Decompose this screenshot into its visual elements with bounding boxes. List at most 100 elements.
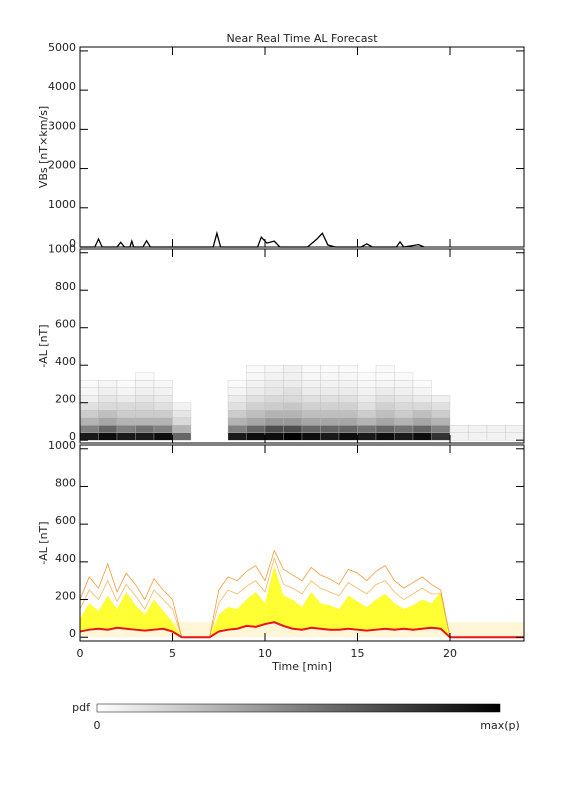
- heatmap-cell: [375, 387, 395, 396]
- heatmap-cell: [283, 432, 303, 441]
- plot-frame: [79, 444, 525, 642]
- heatmap-cell: [394, 432, 414, 441]
- y-axis-label: -AL [nT]: [37, 324, 50, 367]
- heatmap-cell: [135, 417, 155, 426]
- heatmap-cell: [301, 372, 321, 381]
- heatmap-cell: [98, 432, 118, 441]
- y-tick-label: 4000: [48, 80, 76, 93]
- heatmap-cell: [320, 425, 340, 433]
- y-tick-label: 600: [55, 514, 76, 527]
- heatmap-cell: [412, 432, 432, 441]
- heatmap-cell: [135, 380, 155, 388]
- heatmap-cell: [375, 372, 395, 381]
- heatmap-cell: [79, 402, 99, 411]
- heatmap-cell: [264, 365, 284, 373]
- y-axis-label: VBs [nT×km/s]: [37, 106, 50, 188]
- heatmap-cell: [264, 425, 284, 433]
- heatmap-cell: [79, 387, 99, 396]
- heatmap-cell: [246, 410, 266, 418]
- band: [80, 565, 524, 638]
- y-tick-label: 5000: [48, 41, 76, 54]
- heatmap-cell: [301, 402, 321, 411]
- heatmap-cell: [320, 417, 340, 426]
- chart-title: Near Real Time AL Forecast: [226, 32, 378, 45]
- heatmap-cell: [357, 410, 377, 418]
- heatmap-cell: [79, 410, 99, 418]
- x-tick-label: 20: [443, 647, 457, 660]
- heatmap-cell: [153, 417, 173, 426]
- heatmap-cell: [135, 432, 155, 441]
- heatmap-cell: [98, 395, 118, 403]
- heatmap-cell: [301, 410, 321, 418]
- heatmap-cell: [338, 402, 358, 411]
- y-axis-label: -AL [nT]: [37, 521, 50, 564]
- heatmap-cell: [135, 425, 155, 433]
- colorbar-min-label: 0: [94, 719, 101, 732]
- heatmap-cell: [338, 387, 358, 396]
- heatmap-cell: [246, 365, 266, 373]
- heatmap-cell: [283, 380, 303, 388]
- heatmap-cell: [449, 432, 469, 441]
- heatmap-cell: [116, 380, 136, 388]
- heatmap-cell: [79, 380, 99, 388]
- heatmap-cell: [172, 417, 192, 426]
- heatmap-cell: [320, 432, 340, 441]
- heatmap-cell: [357, 402, 377, 411]
- y-tick-label: 200: [55, 590, 76, 603]
- heatmap-cell: [375, 402, 395, 411]
- y-tick-label: 3000: [48, 119, 76, 132]
- heatmap-cell: [394, 402, 414, 411]
- heatmap-cell: [412, 410, 432, 418]
- heatmap-cell: [283, 417, 303, 426]
- heatmap-cell: [320, 410, 340, 418]
- heatmap-cell: [412, 417, 432, 426]
- heatmap-cell: [264, 380, 284, 388]
- heatmap-cell: [246, 387, 266, 396]
- heatmap-cell: [98, 380, 118, 388]
- heatmap-cell: [116, 425, 136, 433]
- heatmap-cell: [98, 402, 118, 411]
- heatmap-cell: [431, 425, 451, 433]
- heatmap-cell: [264, 372, 284, 381]
- heatmap-cell: [227, 387, 247, 396]
- heatmap-cell: [375, 365, 395, 373]
- y-tick-label: 600: [55, 318, 76, 331]
- heatmap-cell: [264, 410, 284, 418]
- heatmap-cell: [246, 395, 266, 403]
- heatmap-cell: [227, 425, 247, 433]
- heatmap-cell: [153, 402, 173, 411]
- colorbar-label: pdf: [72, 701, 91, 714]
- heatmap-cell: [394, 372, 414, 381]
- heatmap-cell: [375, 432, 395, 441]
- heatmap-cell: [338, 380, 358, 388]
- heatmap-cell: [357, 395, 377, 403]
- plot-frame: [79, 248, 525, 444]
- heatmap-cell: [227, 432, 247, 441]
- panel: 0 200 400 600 800 1000 0 5 10 15 20 -AL [nT]: [37, 439, 525, 660]
- heatmap-cell: [505, 425, 525, 433]
- heatmap-cell: [135, 410, 155, 418]
- heatmap-cell: [153, 432, 173, 441]
- heatmap-cell: [301, 417, 321, 426]
- heatmap-cell: [357, 417, 377, 426]
- heatmap-cell: [394, 425, 414, 433]
- heatmap-cell: [135, 387, 155, 396]
- heatmap-cell: [264, 387, 284, 396]
- y-tick-label: 800: [55, 280, 76, 293]
- heatmap-cell: [394, 410, 414, 418]
- heatmap-cell: [394, 380, 414, 388]
- x-tick-label: 0: [77, 647, 84, 660]
- y-tick-label: 400: [55, 355, 76, 368]
- heatmap-cell: [338, 432, 358, 441]
- heatmap-cell: [264, 395, 284, 403]
- heatmap-cell: [246, 372, 266, 381]
- heatmap-cell: [431, 410, 451, 418]
- heatmap-cell: [357, 387, 377, 396]
- y-tick-label: 0: [69, 627, 76, 640]
- heatmap-cell: [153, 380, 173, 388]
- heatmap-cell: [301, 395, 321, 403]
- heatmap-cell: [338, 395, 358, 403]
- x-tick-label: 10: [258, 647, 272, 660]
- y-tick-label: 400: [55, 552, 76, 565]
